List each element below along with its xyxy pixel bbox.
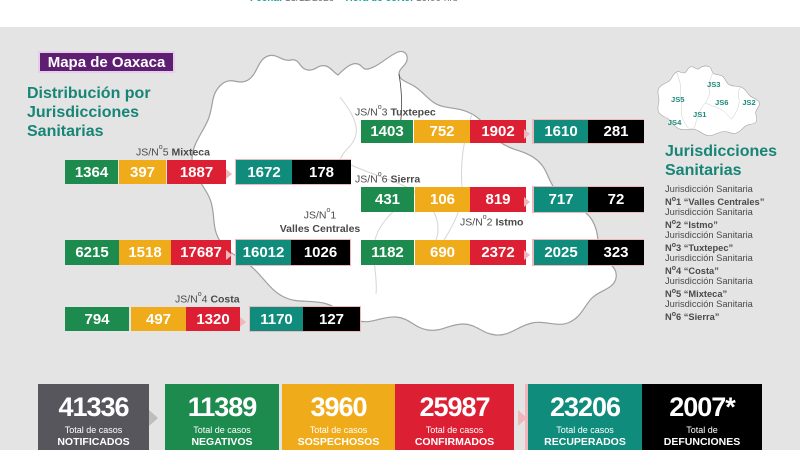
svg-text:JS1: JS1 [693, 110, 707, 119]
svg-text:JS5: JS5 [671, 95, 685, 104]
svg-text:JS3: JS3 [707, 80, 721, 89]
svg-text:JS6: JS6 [715, 98, 729, 107]
svg-text:JS4: JS4 [668, 118, 682, 127]
svg-text:JS2: JS2 [742, 98, 756, 107]
